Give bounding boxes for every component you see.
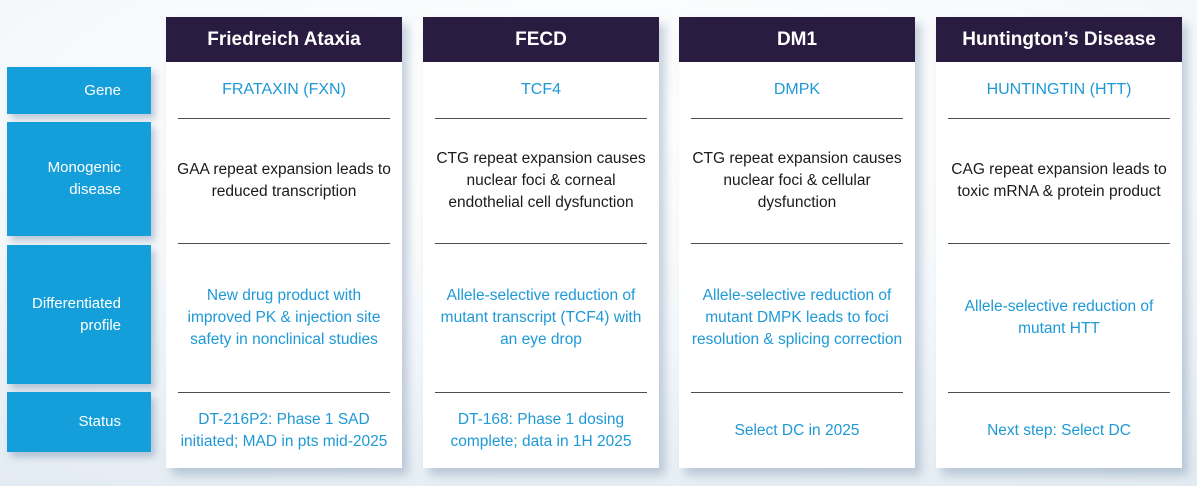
divider (691, 243, 903, 244)
column-body: FRATAXIN (FXN) GAA repeat expansion lead… (166, 62, 402, 468)
divider (178, 118, 390, 119)
column-body: HUNTINGTIN (HTT) CAG repeat expansion le… (936, 62, 1182, 468)
differentiated-profile-value: Allele-selective reduction of mutant tra… (440, 287, 642, 348)
divider (691, 392, 903, 393)
differentiated-profile-value: Allele-selective reduction of mutant HTT (964, 298, 1154, 337)
divider (435, 243, 647, 244)
column-body: DMPK CTG repeat expansion causes nuclear… (679, 62, 915, 468)
status-value: DT-168: Phase 1 dosing complete; data in… (450, 410, 632, 450)
monogenic-disease-value: GAA repeat expansion leads to reduced tr… (177, 161, 391, 200)
status-value: Select DC in 2025 (734, 421, 860, 439)
gene-value: DMPK (773, 80, 821, 98)
monogenic-disease-value: CAG repeat expansion leads to toxic mRNA… (951, 161, 1167, 200)
gene-value: TCF4 (521, 80, 561, 98)
divider (691, 118, 903, 119)
status-value: DT-216P2: Phase 1 SAD initiated; MAD in … (180, 410, 388, 450)
row-label-differentiated-profile: Differentiated profile (7, 245, 151, 384)
status-value: Next step: Select DC (987, 421, 1131, 439)
monogenic-disease-value: CTG repeat expansion causes nuclear foci… (692, 150, 902, 211)
divider (948, 392, 1170, 393)
gene-value: FRATAXIN (FXN) (222, 80, 346, 98)
divider (948, 243, 1170, 244)
row-label-gene: Gene (7, 67, 151, 114)
row-label-monogenic-disease: Monogenic disease (7, 122, 151, 236)
column-header: FECD (423, 17, 659, 62)
monogenic-disease-value: CTG repeat expansion causes nuclear foci… (436, 150, 646, 211)
divider (178, 243, 390, 244)
row-label-status: Status (7, 392, 151, 452)
column-header: DM1 (679, 17, 915, 62)
divider (435, 392, 647, 393)
disease-column-friedreich-ataxia: Friedreich Ataxia FRATAXIN (FXN) GAA rep… (166, 17, 402, 468)
divider (435, 118, 647, 119)
column-header: Huntington’s Disease (936, 17, 1182, 62)
disease-column-fecd: FECD TCF4 CTG repeat expansion causes nu… (423, 17, 659, 468)
column-header: Friedreich Ataxia (166, 17, 402, 62)
gene-value: HUNTINGTIN (HTT) (986, 80, 1132, 98)
disease-column-dm1: DM1 DMPK CTG repeat expansion causes nuc… (679, 17, 915, 468)
disease-column-huntingtons-disease: Huntington’s Disease HUNTINGTIN (HTT) CA… (936, 17, 1182, 468)
column-body: TCF4 CTG repeat expansion causes nuclear… (423, 62, 659, 468)
divider (948, 118, 1170, 119)
divider (178, 392, 390, 393)
differentiated-profile-value: New drug product with improved PK & inje… (187, 287, 381, 348)
differentiated-profile-value: Allele-selective reduction of mutant DMP… (691, 287, 903, 348)
